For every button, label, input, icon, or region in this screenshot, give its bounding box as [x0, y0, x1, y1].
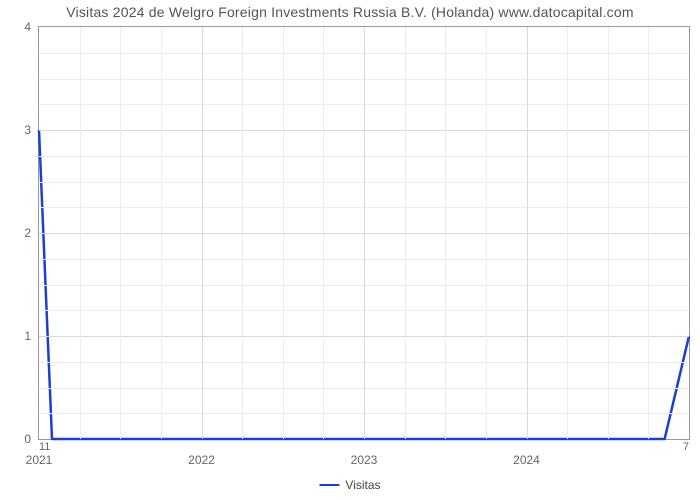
gridline-vertical — [527, 27, 528, 439]
line-chart: Visitas 2024 de Welgro Foreign Investmen… — [0, 0, 700, 500]
gridline-vertical-minor — [80, 27, 81, 439]
x-tick-label: 2022 — [188, 453, 215, 467]
legend: Visitas — [319, 478, 380, 492]
gridline-vertical-minor — [323, 27, 324, 439]
chart-title: Visitas 2024 de Welgro Foreign Investmen… — [0, 4, 700, 20]
y-tick-label: 3 — [7, 123, 31, 137]
gridline-vertical-minor — [648, 27, 649, 439]
gridline-vertical — [364, 27, 365, 439]
gridline-vertical-minor — [242, 27, 243, 439]
y-tick-label: 1 — [7, 329, 31, 343]
gridline-vertical-minor — [283, 27, 284, 439]
gridline-vertical — [202, 27, 203, 439]
x-tick-label: 2024 — [513, 453, 540, 467]
y-tick-label: 4 — [7, 20, 31, 34]
gridline-vertical-minor — [608, 27, 609, 439]
y-tick-label: 0 — [7, 432, 31, 446]
legend-swatch — [319, 484, 339, 486]
x-tick-label: 2021 — [26, 453, 53, 467]
gridline-vertical-minor — [161, 27, 162, 439]
gridline-vertical-minor — [405, 27, 406, 439]
gridline-vertical-minor — [567, 27, 568, 439]
gridline-vertical-minor — [445, 27, 446, 439]
gridline-vertical-minor — [486, 27, 487, 439]
x-tick-label: 2023 — [351, 453, 378, 467]
legend-label: Visitas — [345, 478, 380, 492]
gridline-vertical-minor — [120, 27, 121, 439]
corner-label-left: 11 — [39, 441, 50, 453]
y-tick-label: 2 — [7, 226, 31, 240]
corner-label-right: 7 — [683, 441, 689, 453]
plot-area: 012342021202220232024117 — [38, 26, 690, 440]
